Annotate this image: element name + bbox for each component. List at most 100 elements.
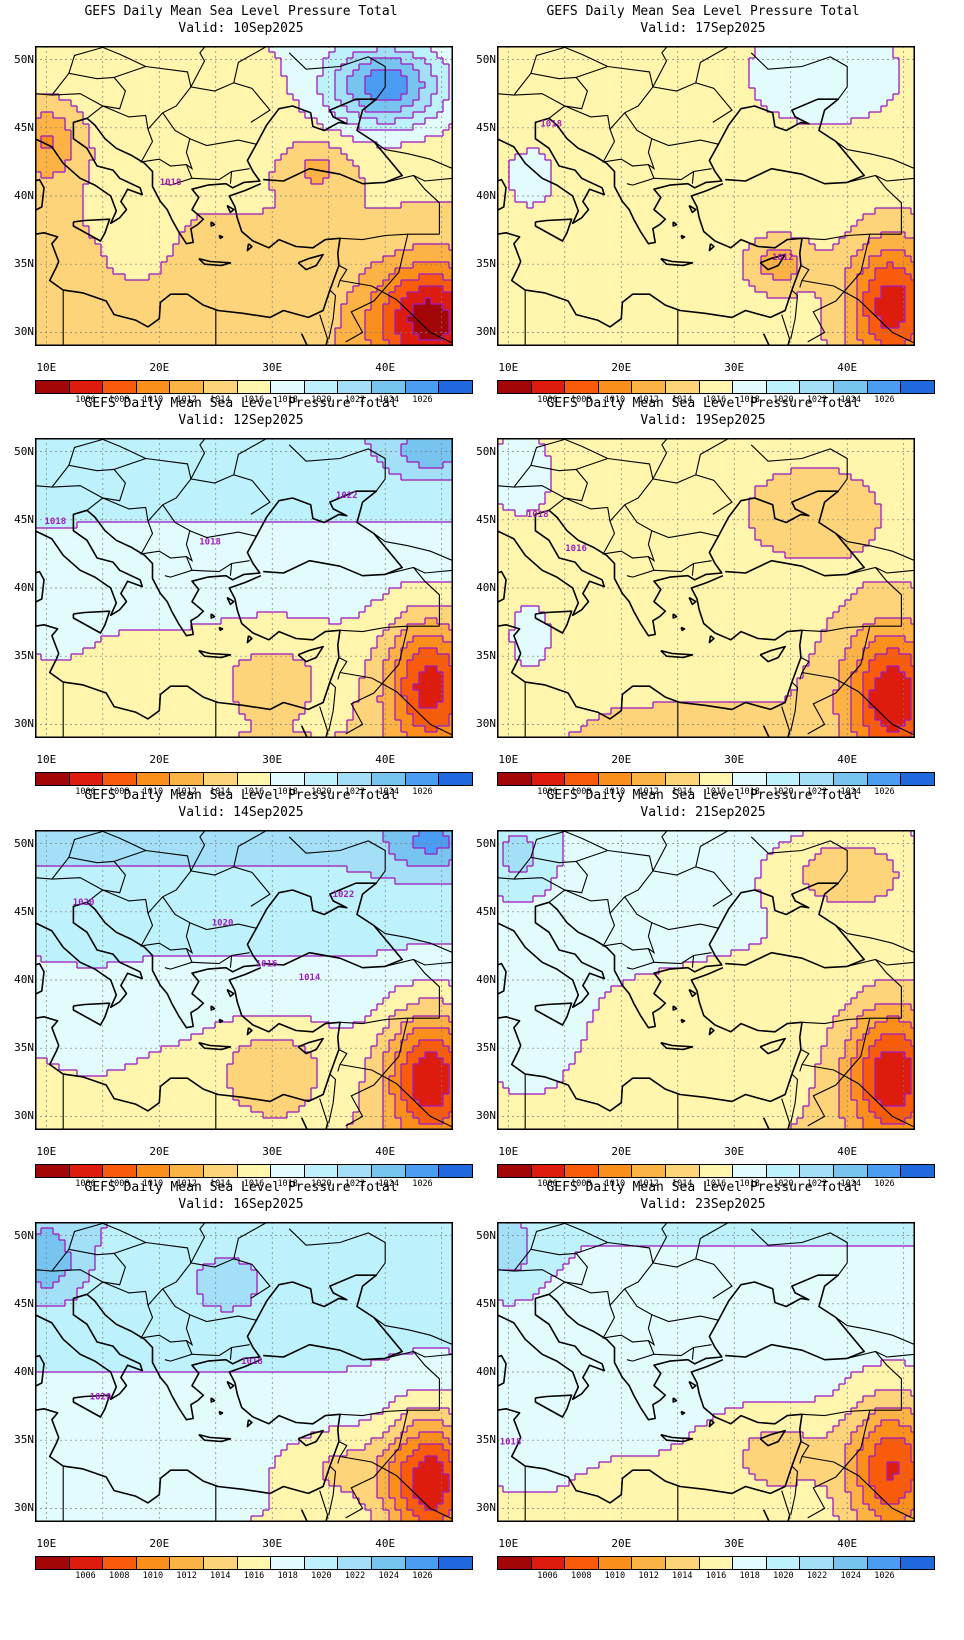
- colorbar-label: 1020: [306, 787, 336, 797]
- colorbar-bin: [530, 773, 565, 785]
- coastlines: [497, 98, 866, 346]
- colorbar: [497, 1164, 935, 1178]
- colorbar-bin: [698, 381, 733, 393]
- colorbar-bin: [665, 773, 699, 785]
- lat-label: 40N: [464, 581, 496, 594]
- colorbar-bin: [203, 381, 237, 393]
- panel-title: GEFS Daily Mean Sea Level Pressure Total: [462, 1180, 944, 1196]
- contour-label: 1016: [565, 544, 587, 554]
- lon-label: 40E: [827, 361, 867, 374]
- colorbar-label: 1016: [701, 395, 731, 405]
- colorbar-bin: [597, 773, 632, 785]
- colorbar-bin: [135, 1165, 170, 1177]
- lat-label: 50N: [2, 53, 34, 66]
- lon-label: 20E: [601, 361, 641, 374]
- panel-title: GEFS Daily Mean Sea Level Pressure Total: [462, 4, 944, 20]
- coastlines: [497, 1274, 866, 1522]
- colorbar-bin: [68, 381, 103, 393]
- colorbar-bin: [564, 381, 598, 393]
- country-borders: [497, 46, 915, 346]
- lat-label: 40N: [464, 1365, 496, 1378]
- colorbar-bin: [36, 381, 69, 393]
- lon-label: 40E: [827, 753, 867, 766]
- colorbar-bin: [597, 1557, 632, 1569]
- colorbar-bin: [36, 1165, 69, 1177]
- colorbar-label: 1016: [239, 787, 269, 797]
- lon-label: 20E: [139, 753, 179, 766]
- colorbar-label: 1008: [566, 395, 596, 405]
- lon-label: 30E: [714, 361, 754, 374]
- colorbar-label: 1024: [374, 1571, 404, 1581]
- colorbar-bin: [799, 773, 834, 785]
- colorbar-label: 1022: [340, 395, 370, 405]
- colorbar-label: 1010: [600, 1179, 630, 1189]
- colorbar-label: 1016: [239, 1571, 269, 1581]
- colorbar-label: 1006: [533, 1179, 563, 1189]
- pressure-fill: [497, 1222, 915, 1522]
- colorbar-label: 1012: [172, 395, 202, 405]
- lat-label: 40N: [2, 1365, 34, 1378]
- pressure-map: 1020 1020 1022 1016 1014: [35, 830, 453, 1130]
- colorbar-label: 1006: [71, 1571, 101, 1581]
- colorbar-label: 1006: [533, 787, 563, 797]
- colorbar-label: 1012: [172, 787, 202, 797]
- lat-lon-grid: [35, 46, 453, 346]
- colorbar-bin: [866, 773, 901, 785]
- colorbar-label: 1014: [205, 1179, 235, 1189]
- country-borders: [35, 46, 453, 346]
- colorbar-label: 1020: [306, 1179, 336, 1189]
- lon-label: 40E: [365, 361, 405, 374]
- colorbar-label: 1020: [306, 1571, 336, 1581]
- isobars: [508, 46, 915, 346]
- lat-label: 30N: [2, 717, 34, 730]
- isobars: [497, 830, 915, 1130]
- isobars: [35, 46, 453, 346]
- lon-label: 30E: [252, 361, 292, 374]
- colorbar-label: 1012: [634, 1571, 664, 1581]
- pressure-map: 1018 1012: [497, 46, 915, 346]
- colorbar-label: 1018: [735, 1571, 765, 1581]
- colorbar-bin: [270, 381, 304, 393]
- colorbar-label: 1012: [634, 1179, 664, 1189]
- colorbar-bin: [169, 1165, 204, 1177]
- colorbar-bin: [135, 1557, 170, 1569]
- coastlines: [497, 490, 866, 738]
- colorbar-bin: [337, 1165, 372, 1177]
- lon-label: 40E: [365, 1145, 405, 1158]
- pressure-map: 1018: [35, 46, 453, 346]
- colorbar-label: 1018: [735, 1179, 765, 1189]
- map-panel: GEFS Daily Mean Sea Level Pressure Total…: [0, 784, 482, 1194]
- lon-label: 20E: [139, 1537, 179, 1550]
- lat-label: 40N: [464, 973, 496, 986]
- pressure-map: 1018: [497, 1222, 915, 1522]
- contour-label: 1022: [336, 491, 358, 501]
- contour-label: 1018: [199, 537, 221, 547]
- map-panel: GEFS Daily Mean Sea Level Pressure Total…: [0, 1176, 482, 1586]
- lon-label: 10E: [488, 361, 528, 374]
- lat-label: 35N: [2, 1433, 34, 1446]
- lat-label: 50N: [464, 1229, 496, 1242]
- country-borders: [35, 830, 453, 1130]
- colorbar-bin: [135, 773, 170, 785]
- map-panel: GEFS Daily Mean Sea Level Pressure Total…: [462, 1176, 944, 1586]
- colorbar-bin: [765, 773, 800, 785]
- lon-label: 20E: [601, 753, 641, 766]
- colorbar-bin: [833, 381, 867, 393]
- lat-label: 45N: [464, 513, 496, 526]
- lon-label: 30E: [714, 753, 754, 766]
- country-borders: [35, 1222, 453, 1522]
- panel-valid-date: Valid: 19Sep2025: [462, 413, 944, 429]
- colorbar-bin: [371, 381, 405, 393]
- colorbar-label: 1014: [205, 395, 235, 405]
- colorbar-bin: [337, 773, 372, 785]
- colorbar-bin: [169, 381, 204, 393]
- colorbar-label: 1006: [71, 787, 101, 797]
- colorbar-bin: [631, 1557, 666, 1569]
- isobars: [35, 1222, 453, 1522]
- colorbar-bin: [833, 773, 867, 785]
- colorbar-bin: [833, 1165, 867, 1177]
- colorbar: [497, 380, 935, 394]
- colorbar-bin: [169, 1557, 204, 1569]
- lat-label: 30N: [2, 1501, 34, 1514]
- colorbar-label: 1024: [836, 395, 866, 405]
